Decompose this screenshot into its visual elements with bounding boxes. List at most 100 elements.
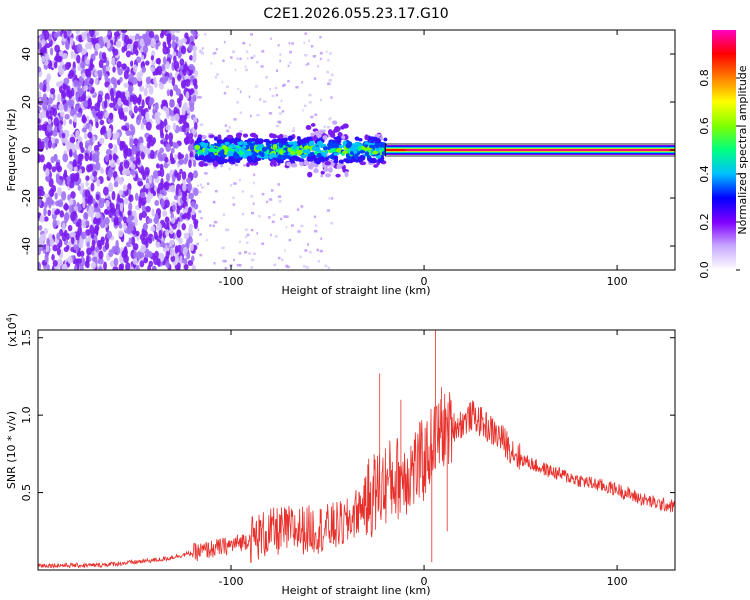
spectrogram-cell bbox=[220, 164, 223, 168]
spectrogram-cell bbox=[134, 192, 139, 202]
spectrogram-cell bbox=[364, 134, 369, 141]
spectrogram-cell bbox=[113, 144, 118, 154]
spectrogram-cell bbox=[89, 57, 94, 67]
spectrogram-cell bbox=[314, 147, 320, 152]
spectrogram-cell bbox=[130, 60, 134, 67]
spectrogram-cell bbox=[124, 89, 130, 99]
spectrogram-cell bbox=[49, 238, 55, 247]
spectrogram-cell bbox=[169, 239, 175, 246]
spectrogram-cell bbox=[175, 30, 181, 34]
spectrogram-cell bbox=[104, 92, 110, 102]
spectrogram-cell bbox=[113, 216, 119, 226]
spectrogram-cell bbox=[104, 65, 111, 72]
spectrogram-cell bbox=[79, 141, 84, 150]
spectrogram-cell bbox=[131, 94, 138, 103]
spectrogram-cell bbox=[192, 78, 198, 87]
spectrogram-cell bbox=[188, 44, 193, 52]
spectrogram-cell bbox=[271, 152, 276, 157]
spectrogram-cell bbox=[216, 73, 219, 76]
spectrogram-cell bbox=[335, 136, 341, 142]
spectrogram-cell bbox=[241, 190, 244, 193]
spectrogram-cell bbox=[191, 255, 195, 263]
spectrogram-cell bbox=[113, 181, 119, 188]
spectrogram-cell bbox=[112, 266, 119, 270]
spectrogram-cell bbox=[242, 133, 249, 138]
spectrogram-cell bbox=[62, 119, 67, 126]
spectrogram-cell bbox=[76, 54, 81, 64]
spectrogram-cell bbox=[208, 148, 215, 153]
spectrogram-cell bbox=[179, 255, 183, 263]
snr-x-tick-label: -100 bbox=[219, 575, 244, 588]
spectrogram-cell bbox=[236, 57, 239, 60]
spectrogram-cell bbox=[121, 63, 127, 70]
spectrogram-marks bbox=[38, 30, 675, 270]
spectrogram-cell bbox=[310, 115, 314, 119]
spectrogram-x-tick-label: 0 bbox=[421, 275, 428, 288]
spectrogram-cell bbox=[51, 254, 55, 261]
spectrogram-cell bbox=[143, 257, 149, 264]
spectrogram-cell bbox=[100, 167, 105, 174]
spectrogram-cell bbox=[154, 212, 159, 222]
spectrogram-cell bbox=[292, 141, 299, 146]
spectrogram-cell bbox=[112, 153, 117, 162]
spectrogram-cell bbox=[61, 191, 67, 201]
spectrogram-cell bbox=[182, 68, 187, 76]
spectrogram-cell bbox=[169, 89, 174, 97]
spectrogram-cell bbox=[139, 142, 144, 152]
spectrogram-cell bbox=[319, 98, 322, 102]
spectrogram-cell bbox=[148, 238, 153, 244]
spectrogram-cell bbox=[256, 113, 260, 117]
spectrogram-cell bbox=[85, 115, 90, 123]
spectrogram-cell bbox=[147, 264, 151, 270]
spectrogram-cell bbox=[221, 153, 226, 159]
spectrogram-cell bbox=[310, 122, 316, 127]
spectrogram-cell bbox=[134, 217, 138, 227]
spectrogram-cell bbox=[313, 77, 317, 80]
spectrogram-cell bbox=[140, 109, 146, 117]
spectrogram-cell bbox=[239, 57, 242, 61]
spectrogram-cell bbox=[313, 215, 317, 219]
spectrogram-cell bbox=[151, 60, 156, 66]
spectrogram-cell bbox=[173, 60, 180, 70]
spectrogram-cell bbox=[278, 142, 283, 148]
spectrogram-cell bbox=[151, 208, 155, 217]
spectrogram-cell bbox=[88, 83, 92, 91]
spectrogram-cell bbox=[229, 139, 235, 144]
spectrogram-cell bbox=[113, 257, 119, 267]
snr-series-line bbox=[38, 330, 675, 570]
spectrogram-cell bbox=[330, 73, 334, 77]
spectrogram-cell bbox=[138, 198, 142, 209]
spectrogram-cell bbox=[185, 78, 191, 87]
spectrogram-cell bbox=[83, 132, 88, 140]
spectrogram-cell bbox=[53, 61, 58, 69]
spectrogram-cell bbox=[133, 251, 138, 259]
snr-y-tick-label: 1.0 bbox=[20, 406, 33, 424]
spectrogram-cell bbox=[168, 132, 174, 142]
spectrogram-cell bbox=[246, 241, 249, 244]
spectrogram-cell bbox=[202, 144, 208, 149]
spectrogram-cell bbox=[94, 224, 100, 232]
spectrogram-cell bbox=[170, 255, 176, 263]
spectrogram-cell bbox=[161, 30, 165, 36]
spectrogram-cell bbox=[123, 82, 129, 88]
spectrogram-cell bbox=[92, 198, 96, 205]
spectrogram-cell bbox=[94, 31, 100, 37]
spectrogram-cell bbox=[69, 99, 75, 107]
spectrogram-cell bbox=[261, 50, 265, 53]
spectrogram-cell bbox=[47, 209, 52, 217]
spectrogram-cell bbox=[91, 239, 96, 248]
spectrogram-cell bbox=[182, 178, 186, 186]
spectrogram-cell bbox=[242, 145, 247, 149]
spectrogram-cell bbox=[175, 36, 179, 43]
colorbar-tick-label: 0.0 bbox=[698, 261, 711, 279]
spectrogram-cell bbox=[342, 123, 349, 129]
spectrogram-cell bbox=[319, 51, 323, 55]
spectrogram-cell bbox=[108, 154, 113, 161]
spectrogram-cell bbox=[302, 109, 304, 112]
spectrogram-cell bbox=[315, 224, 318, 227]
snr-marks bbox=[38, 330, 675, 570]
snr-x-ticks: -100 0 100 bbox=[219, 330, 628, 588]
spectrogram-cell bbox=[173, 142, 179, 149]
spectrogram-cell bbox=[190, 75, 194, 83]
spectrogram-cell bbox=[238, 252, 242, 255]
